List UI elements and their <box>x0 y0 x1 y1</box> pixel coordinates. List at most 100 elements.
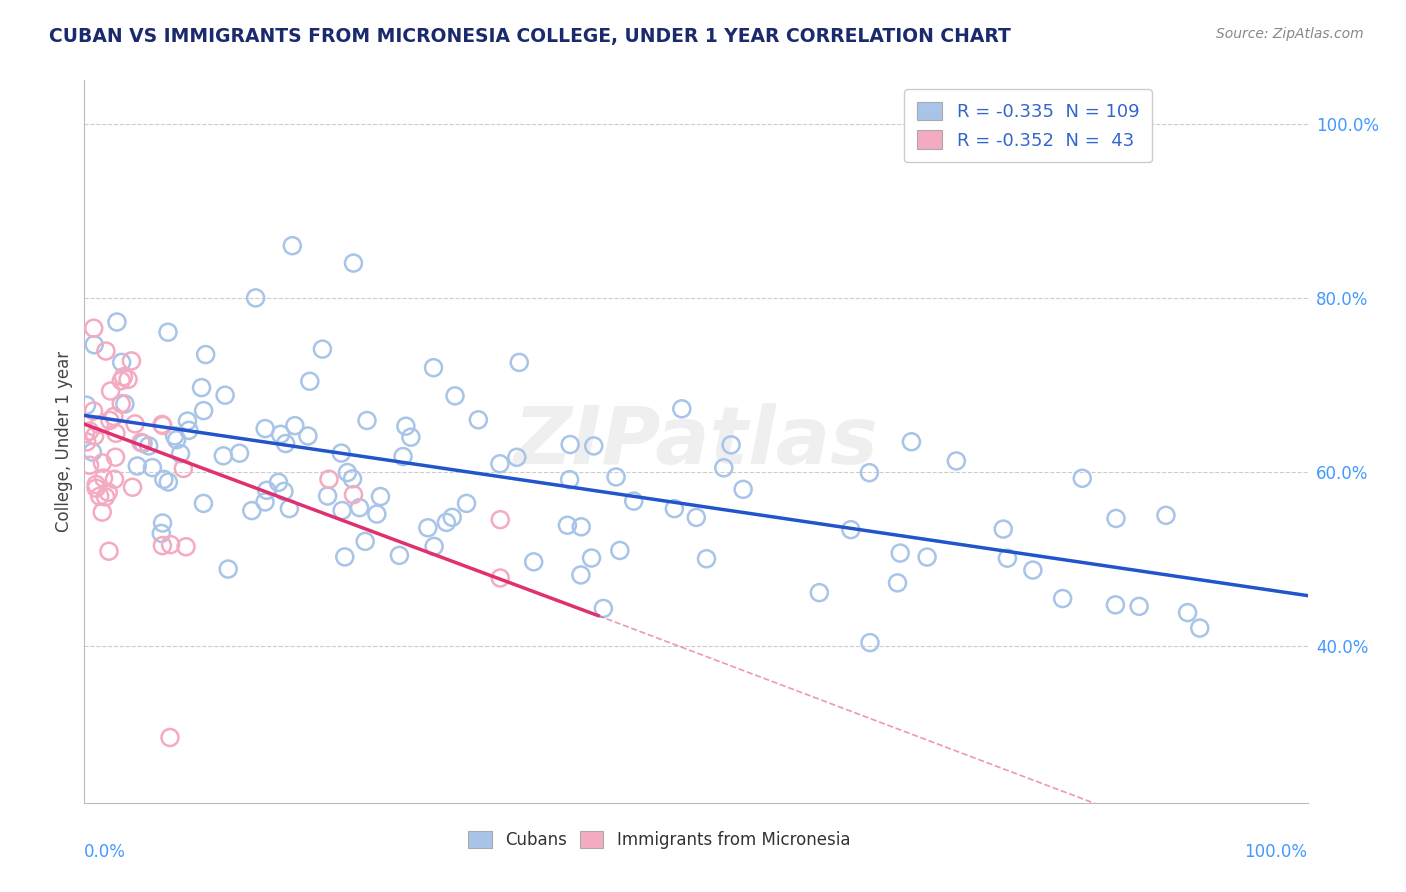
Point <box>104 450 127 465</box>
Point <box>172 461 194 475</box>
Point <box>808 585 831 599</box>
Point <box>1104 598 1126 612</box>
Point <box>114 397 136 411</box>
Point <box>159 538 181 552</box>
Point <box>609 543 631 558</box>
Point <box>104 426 127 441</box>
Point <box>733 483 755 497</box>
Point <box>281 238 304 252</box>
Point <box>886 575 908 590</box>
Point <box>127 458 149 473</box>
Point <box>392 450 415 464</box>
Point <box>342 488 364 502</box>
Point <box>174 540 197 554</box>
Point <box>193 403 215 417</box>
Point <box>84 477 107 491</box>
Point <box>342 472 364 486</box>
Point <box>253 495 276 509</box>
Point <box>356 413 378 427</box>
Point <box>150 417 173 432</box>
Point <box>623 494 645 508</box>
Point <box>89 489 111 503</box>
Point <box>858 466 880 480</box>
Point <box>354 534 377 549</box>
Point <box>157 475 180 489</box>
Point <box>105 315 128 329</box>
Point <box>132 436 155 450</box>
Point <box>141 460 163 475</box>
Point <box>366 507 388 521</box>
Point <box>399 430 422 444</box>
Point <box>121 480 143 494</box>
Point <box>129 435 152 450</box>
Point <box>103 409 125 424</box>
Point <box>523 555 546 569</box>
Point <box>169 447 191 461</box>
Point <box>176 414 198 428</box>
Point <box>228 446 250 460</box>
Point <box>915 549 938 564</box>
Point <box>297 429 319 443</box>
Point <box>124 417 146 431</box>
Point <box>163 429 186 443</box>
Point <box>318 472 340 486</box>
Text: CUBAN VS IMMIGRANTS FROM MICRONESIA COLLEGE, UNDER 1 YEAR CORRELATION CHART: CUBAN VS IMMIGRANTS FROM MICRONESIA COLL… <box>49 27 1011 45</box>
Point <box>333 549 356 564</box>
Point <box>217 562 239 576</box>
Point <box>349 500 371 515</box>
Point <box>582 439 605 453</box>
Point <box>159 731 181 745</box>
Point <box>489 513 512 527</box>
Point <box>444 389 467 403</box>
Point <box>671 401 693 416</box>
Point <box>79 458 101 473</box>
Point <box>91 505 114 519</box>
Point <box>467 413 489 427</box>
Point <box>311 342 333 356</box>
Point <box>422 360 444 375</box>
Point <box>117 372 139 386</box>
Point <box>254 421 277 435</box>
Point <box>1128 599 1150 614</box>
Point <box>900 434 922 449</box>
Point <box>156 325 179 339</box>
Point <box>177 423 200 437</box>
Point <box>508 355 530 369</box>
Point <box>859 635 882 649</box>
Point <box>1022 563 1045 577</box>
Point <box>93 471 115 485</box>
Point <box>98 413 121 427</box>
Point <box>506 450 529 465</box>
Point <box>240 503 263 517</box>
Point <box>138 439 160 453</box>
Point <box>489 571 512 585</box>
Point <box>423 540 446 554</box>
Point <box>557 518 579 533</box>
Point <box>1188 621 1211 635</box>
Point <box>1052 591 1074 606</box>
Point <box>605 470 627 484</box>
Point <box>695 551 717 566</box>
Point <box>83 321 105 335</box>
Point <box>79 424 101 438</box>
Point <box>1071 471 1094 485</box>
Point <box>110 397 132 411</box>
Point <box>152 516 174 530</box>
Point <box>214 388 236 402</box>
Point <box>995 551 1018 566</box>
Point <box>489 457 512 471</box>
Point <box>190 381 212 395</box>
Point <box>110 374 132 388</box>
Point <box>103 472 125 486</box>
Point <box>89 417 111 432</box>
Point <box>76 398 98 412</box>
Point <box>558 473 581 487</box>
Point <box>245 291 267 305</box>
Point <box>152 539 174 553</box>
Point <box>388 549 411 563</box>
Text: ZIPatlas: ZIPatlas <box>513 402 879 481</box>
Point <box>889 546 911 560</box>
Point <box>82 445 104 459</box>
Point <box>945 454 967 468</box>
Point <box>83 404 105 418</box>
